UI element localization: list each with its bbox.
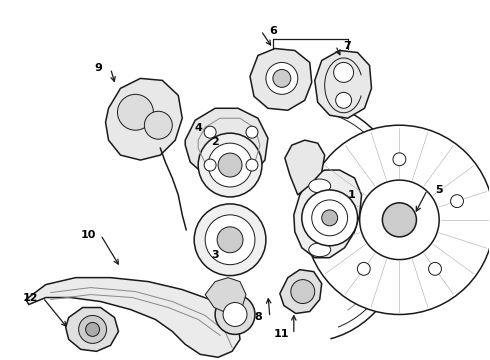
Text: 5: 5 xyxy=(436,185,443,195)
Ellipse shape xyxy=(309,179,331,193)
Circle shape xyxy=(336,92,352,108)
Circle shape xyxy=(223,302,247,327)
Circle shape xyxy=(217,227,243,253)
Polygon shape xyxy=(250,49,312,110)
Circle shape xyxy=(205,215,255,265)
Polygon shape xyxy=(66,307,119,351)
Text: 7: 7 xyxy=(343,41,351,50)
Circle shape xyxy=(335,195,348,208)
Circle shape xyxy=(204,159,216,171)
Circle shape xyxy=(215,294,255,334)
Circle shape xyxy=(334,62,354,82)
Circle shape xyxy=(198,133,262,197)
Polygon shape xyxy=(205,278,246,314)
Polygon shape xyxy=(26,278,240,357)
Circle shape xyxy=(357,262,370,275)
Text: 6: 6 xyxy=(269,26,277,36)
Circle shape xyxy=(266,62,298,94)
Polygon shape xyxy=(315,50,371,118)
Text: 2: 2 xyxy=(211,137,219,147)
Circle shape xyxy=(204,126,216,138)
Circle shape xyxy=(273,69,291,87)
Circle shape xyxy=(208,143,252,187)
Circle shape xyxy=(305,125,490,315)
Polygon shape xyxy=(280,270,322,314)
Circle shape xyxy=(429,262,441,275)
Text: 4: 4 xyxy=(194,123,202,133)
Text: 11: 11 xyxy=(274,329,290,339)
Circle shape xyxy=(291,280,315,303)
Circle shape xyxy=(360,180,439,260)
Polygon shape xyxy=(294,170,362,258)
Circle shape xyxy=(194,204,266,276)
Text: 12: 12 xyxy=(23,293,39,302)
Circle shape xyxy=(78,315,106,343)
Text: 1: 1 xyxy=(348,190,355,200)
Circle shape xyxy=(218,153,242,177)
Circle shape xyxy=(86,323,99,336)
Circle shape xyxy=(118,94,153,130)
Polygon shape xyxy=(105,78,182,160)
Circle shape xyxy=(451,195,464,208)
Circle shape xyxy=(302,190,358,246)
Circle shape xyxy=(322,210,338,226)
Text: 8: 8 xyxy=(254,312,262,323)
Circle shape xyxy=(145,111,172,139)
Text: 3: 3 xyxy=(211,250,219,260)
Ellipse shape xyxy=(309,243,331,257)
Circle shape xyxy=(312,200,347,236)
Polygon shape xyxy=(185,108,268,182)
Circle shape xyxy=(246,126,258,138)
Text: 9: 9 xyxy=(95,63,102,73)
Circle shape xyxy=(393,153,406,166)
Circle shape xyxy=(246,159,258,171)
Text: 10: 10 xyxy=(81,230,97,240)
Polygon shape xyxy=(285,140,325,195)
Circle shape xyxy=(382,203,416,237)
